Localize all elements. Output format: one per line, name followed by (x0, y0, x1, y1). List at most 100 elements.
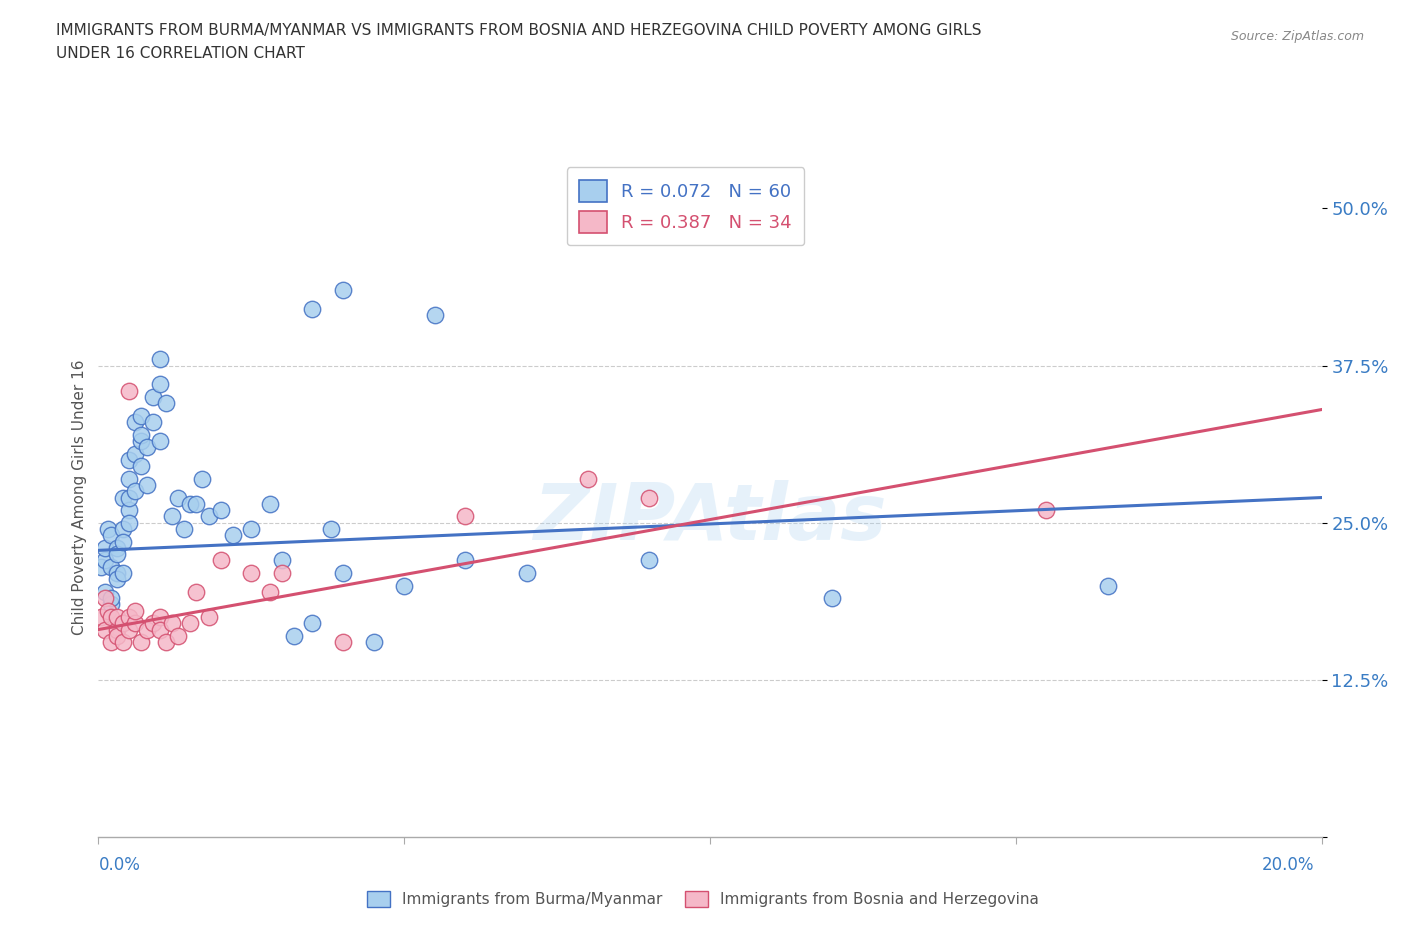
Point (93, 591, 115, 605)
Point (454, 509, 477, 524)
Point (124, 604, 146, 618)
Point (124, 616, 146, 631)
Point (105, 629, 128, 644)
Point (149, 352, 172, 366)
Point (129, 408, 152, 423)
Point (149, 377, 172, 392)
Point (111, 634, 134, 649)
Point (136, 440, 159, 455)
Point (270, 553, 292, 568)
Point (124, 484, 146, 498)
Point (197, 509, 219, 524)
Point (209, 553, 232, 568)
Point (105, 622, 128, 637)
Point (100, 528, 122, 543)
Point (191, 472, 214, 486)
Point (454, 553, 477, 568)
Point (100, 609, 122, 624)
Point (90, 559, 112, 574)
Point (100, 591, 122, 605)
Point (423, 308, 446, 323)
Text: 0.0%: 0.0% (98, 856, 141, 873)
Point (129, 634, 152, 649)
Y-axis label: Child Poverty Among Girls Under 16: Child Poverty Among Girls Under 16 (72, 360, 87, 635)
Point (100, 634, 122, 649)
Point (332, 565, 354, 580)
Point (97, 604, 120, 618)
Point (363, 634, 385, 649)
Point (118, 490, 141, 505)
Point (118, 472, 141, 486)
Point (142, 616, 165, 631)
Point (821, 591, 844, 605)
Point (105, 609, 128, 624)
Point (149, 622, 172, 637)
Point (167, 629, 190, 644)
Point (197, 609, 219, 624)
Point (259, 497, 281, 512)
Point (129, 427, 152, 442)
Text: ZIPAtlas: ZIPAtlas (533, 480, 887, 556)
Point (111, 616, 134, 631)
Point (118, 515, 141, 530)
Point (240, 565, 263, 580)
Point (100, 597, 122, 612)
Point (129, 433, 152, 448)
Point (179, 497, 201, 512)
Point (118, 622, 141, 637)
Point (118, 609, 141, 624)
Point (173, 522, 195, 537)
Point (111, 490, 134, 505)
Point (332, 634, 354, 649)
Point (93, 540, 115, 555)
Point (319, 522, 342, 537)
Text: IMMIGRANTS FROM BURMA/MYANMAR VS IMMIGRANTS FROM BOSNIA AND HERZEGOVINA CHILD PO: IMMIGRANTS FROM BURMA/MYANMAR VS IMMIGRA… (56, 23, 981, 38)
Point (155, 396, 177, 411)
Point (111, 565, 134, 580)
Point (637, 553, 661, 568)
Point (129, 458, 152, 473)
Point (100, 559, 122, 574)
Legend: Immigrants from Burma/Myanmar, Immigrants from Bosnia and Herzegovina: Immigrants from Burma/Myanmar, Immigrant… (361, 884, 1045, 913)
Point (392, 578, 416, 593)
Point (136, 622, 159, 637)
Point (1097, 578, 1119, 593)
Legend: R = 0.072   N = 60, R = 0.387   N = 34: R = 0.072 N = 60, R = 0.387 N = 34 (567, 167, 804, 246)
Point (93, 622, 115, 637)
Point (97, 522, 120, 537)
Text: Source: ZipAtlas.com: Source: ZipAtlas.com (1230, 30, 1364, 43)
Point (111, 522, 134, 537)
Point (155, 634, 177, 649)
Text: 20.0%: 20.0% (1263, 856, 1315, 873)
Point (124, 446, 146, 461)
Point (149, 609, 172, 624)
Point (105, 547, 128, 562)
Point (160, 616, 183, 631)
Point (283, 629, 305, 644)
Point (118, 383, 141, 398)
Point (105, 565, 128, 580)
Text: UNDER 16 CORRELATION CHART: UNDER 16 CORRELATION CHART (56, 46, 305, 60)
Point (142, 390, 165, 405)
Point (516, 565, 538, 580)
Point (149, 433, 172, 448)
Point (270, 565, 292, 580)
Point (209, 503, 232, 518)
Point (160, 509, 183, 524)
Point (118, 452, 141, 467)
Point (105, 540, 128, 555)
Point (111, 534, 134, 549)
Point (637, 490, 661, 505)
Point (332, 283, 354, 298)
Point (118, 503, 141, 518)
Point (222, 528, 245, 543)
Point (167, 490, 190, 505)
Point (179, 616, 201, 631)
Point (301, 616, 323, 631)
Point (259, 584, 281, 599)
Point (186, 584, 208, 599)
Point (607, 226, 630, 241)
Point (576, 472, 599, 486)
Point (301, 301, 323, 316)
Point (90, 609, 112, 624)
